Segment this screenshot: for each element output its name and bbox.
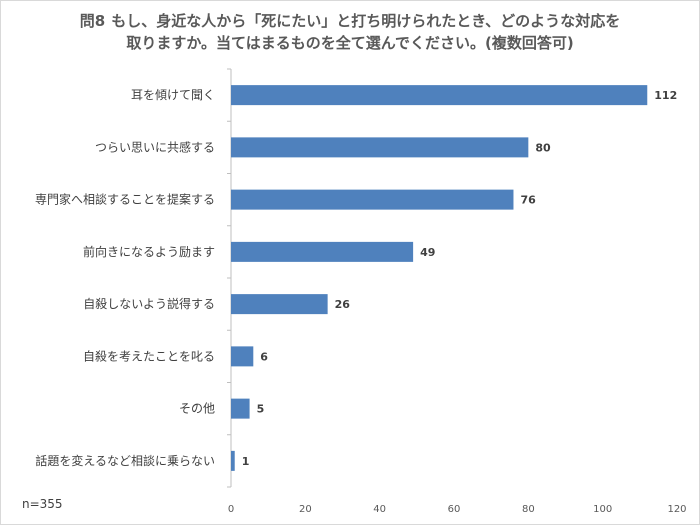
question-number: 問8: [79, 12, 106, 30]
x-tick-label: 40: [373, 504, 386, 515]
bar: [231, 85, 648, 106]
data-label: 76: [520, 194, 536, 207]
bar: [231, 398, 250, 419]
category-label: つらい思いに共感する: [95, 139, 215, 154]
bar: [231, 189, 514, 210]
x-tick-label: 100: [593, 504, 612, 515]
x-tick-label: 80: [522, 504, 535, 515]
data-label: 49: [420, 246, 435, 259]
chart-title-line2: 取りますか。当てはまるものを全て選んでください。(複数回答可): [126, 34, 574, 52]
data-label: 112: [654, 89, 677, 102]
x-tick-label: 20: [299, 504, 312, 515]
bar: [231, 137, 529, 158]
category-label: 話題を変えるなど相談に乗らない: [35, 453, 215, 468]
category-label: 耳を傾けて聞く: [131, 88, 215, 102]
category-label: 自殺しないよう説得する: [83, 296, 215, 311]
category-label: 前向きになるよう励ます: [83, 244, 215, 259]
category-label: 専門家へ相談することを提案する: [35, 192, 215, 207]
bar: [231, 294, 328, 315]
category-label: その他: [179, 402, 215, 416]
bar: [231, 450, 235, 471]
x-tick-label: 120: [667, 504, 686, 515]
data-label: 26: [335, 298, 351, 311]
chart-title: 問8 もし、身近な人から「死にたい」と打ち明けられたとき、どのような対応を 取りま…: [20, 10, 680, 54]
x-tick-label: 0: [228, 504, 234, 515]
category-label: 自殺を考えたことを叱る: [83, 349, 215, 363]
data-label: 6: [260, 350, 268, 363]
data-label: 1: [242, 455, 250, 468]
title-text-line1: もし、身近な人から「死にたい」と打ち明けられたとき、どのような対応を: [111, 12, 621, 30]
chart-title-line1: 問8 もし、身近な人から「死にたい」と打ち明けられたとき、どのような対応を: [20, 10, 680, 32]
bar: [231, 241, 414, 262]
data-label: 5: [257, 403, 265, 416]
x-tick-label: 60: [448, 504, 461, 515]
data-label: 80: [535, 141, 551, 154]
bar: [231, 346, 254, 367]
sample-size-label: n=355: [22, 497, 63, 511]
